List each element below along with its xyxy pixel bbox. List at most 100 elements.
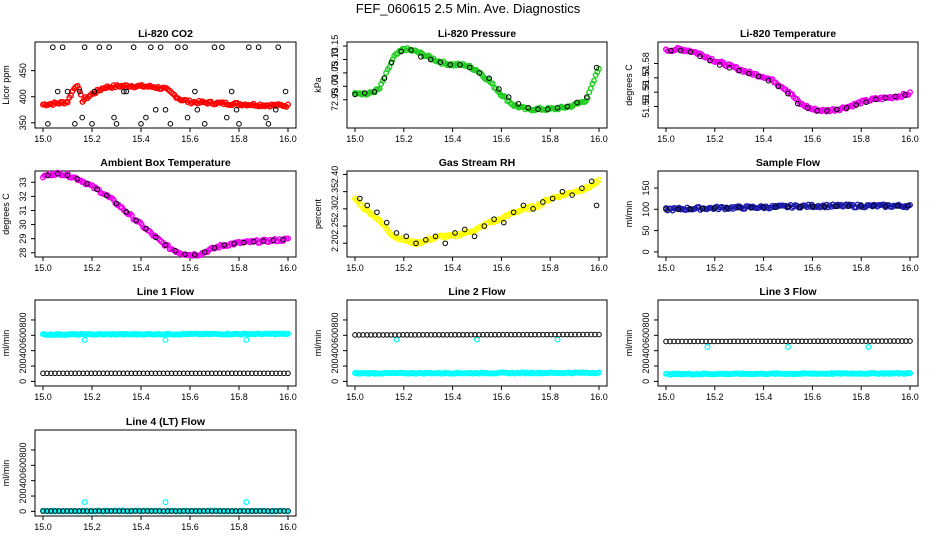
data-point xyxy=(891,338,897,344)
data-point xyxy=(356,332,362,338)
data-point xyxy=(237,508,243,514)
data-point xyxy=(907,370,914,377)
data-point xyxy=(273,508,279,514)
data-point xyxy=(241,239,247,246)
data-point xyxy=(516,331,522,338)
data-point xyxy=(480,331,486,338)
chart-panel-6: Sample Flow ml/min 15.0 15.2 15.4 15.6 15.8 16.… xyxy=(624,157,919,273)
x-tick-label: 15.4 xyxy=(132,522,150,532)
data-point xyxy=(726,65,733,71)
y-tick-label: 2.30 xyxy=(330,200,340,218)
data-point xyxy=(462,226,468,233)
x-tick-label: 15.0 xyxy=(657,134,675,144)
data-point xyxy=(371,88,378,95)
data-point xyxy=(285,508,291,514)
data-point xyxy=(196,370,203,377)
data-point xyxy=(54,171,61,177)
chart-title: Line 1 Flow xyxy=(137,286,195,298)
data-point xyxy=(408,47,414,53)
data-point xyxy=(172,508,179,514)
y-tick-label: 73.15 xyxy=(330,35,340,58)
data-point xyxy=(84,508,90,514)
data-point xyxy=(255,44,262,51)
data-point xyxy=(775,338,781,345)
data-point xyxy=(265,370,271,377)
data-point xyxy=(388,59,395,65)
data-point xyxy=(520,331,526,338)
data-point xyxy=(208,370,215,377)
outlier-point xyxy=(81,499,88,506)
data-point xyxy=(96,370,103,377)
data-point xyxy=(113,121,120,127)
series-line-1 xyxy=(40,330,292,343)
y-tick-label: 600 xyxy=(18,458,28,473)
data-point xyxy=(723,338,729,345)
chart-panel-7: Line 1 Flow ml/min 15.0 15.2 15.4 15.6 15.8 16.… xyxy=(1,286,297,402)
x-tick-label: 16.0 xyxy=(279,263,297,273)
data-point xyxy=(269,508,275,514)
data-point xyxy=(384,332,390,338)
y-tick-label: 200 xyxy=(641,359,651,374)
data-point xyxy=(444,331,450,338)
data-point xyxy=(44,508,50,514)
data-point xyxy=(460,331,466,338)
y-tick-label: 400 xyxy=(641,343,651,358)
data-point xyxy=(440,331,446,338)
data-point xyxy=(64,370,70,377)
x-tick-label: 15.6 xyxy=(181,263,199,273)
data-point xyxy=(667,338,673,345)
data-point xyxy=(381,75,388,82)
data-point xyxy=(148,508,155,514)
data-point xyxy=(188,370,195,377)
outlier-point xyxy=(554,336,561,343)
data-point xyxy=(357,195,363,202)
data-point xyxy=(201,249,208,255)
data-point xyxy=(176,370,183,377)
y-tick-label: 2.20 xyxy=(330,234,340,252)
data-point xyxy=(52,370,58,377)
plot-frame xyxy=(346,170,608,258)
x-tick-label: 16.0 xyxy=(901,392,919,402)
data-point xyxy=(224,508,231,514)
data-point xyxy=(588,331,594,338)
data-point xyxy=(60,370,66,377)
data-point xyxy=(892,93,899,100)
chart-title: Ambient Box Temperature xyxy=(100,157,231,169)
x-tick-label: 15.0 xyxy=(346,134,364,144)
x-tick-label: 15.0 xyxy=(34,134,52,144)
y-tick-label: 100 xyxy=(641,202,651,217)
y-tick-label: 800 xyxy=(330,312,340,327)
data-point xyxy=(530,206,536,212)
data-point xyxy=(799,338,805,345)
data-point xyxy=(81,44,88,51)
data-point xyxy=(77,91,84,98)
data-point xyxy=(743,338,749,345)
data-point xyxy=(588,178,595,185)
data-point xyxy=(540,199,546,205)
y-tick-label: 2.25 xyxy=(330,217,340,235)
data-point xyxy=(827,338,833,345)
data-point xyxy=(452,230,458,236)
x-tick-label: 15.2 xyxy=(83,134,101,144)
data-point xyxy=(471,233,478,240)
x-tick-label: 16.0 xyxy=(590,392,608,402)
data-point xyxy=(224,370,231,377)
data-point xyxy=(736,67,743,74)
data-point xyxy=(846,203,852,209)
data-point xyxy=(803,338,809,345)
data-point xyxy=(368,332,374,338)
y-tick-label: 800 xyxy=(641,312,651,327)
y-tick-label: 0 xyxy=(330,379,340,384)
data-point xyxy=(452,331,458,338)
data-point xyxy=(904,203,911,209)
data-point xyxy=(376,85,383,92)
data-point xyxy=(413,240,419,247)
data-point xyxy=(157,44,164,51)
data-point xyxy=(858,203,865,209)
data-point xyxy=(184,114,191,121)
data-point xyxy=(250,238,257,245)
x-tick-label: 16.0 xyxy=(901,263,919,273)
data-point xyxy=(152,370,159,377)
y-axis-label: ml/min xyxy=(624,201,634,228)
data-point xyxy=(192,88,198,95)
